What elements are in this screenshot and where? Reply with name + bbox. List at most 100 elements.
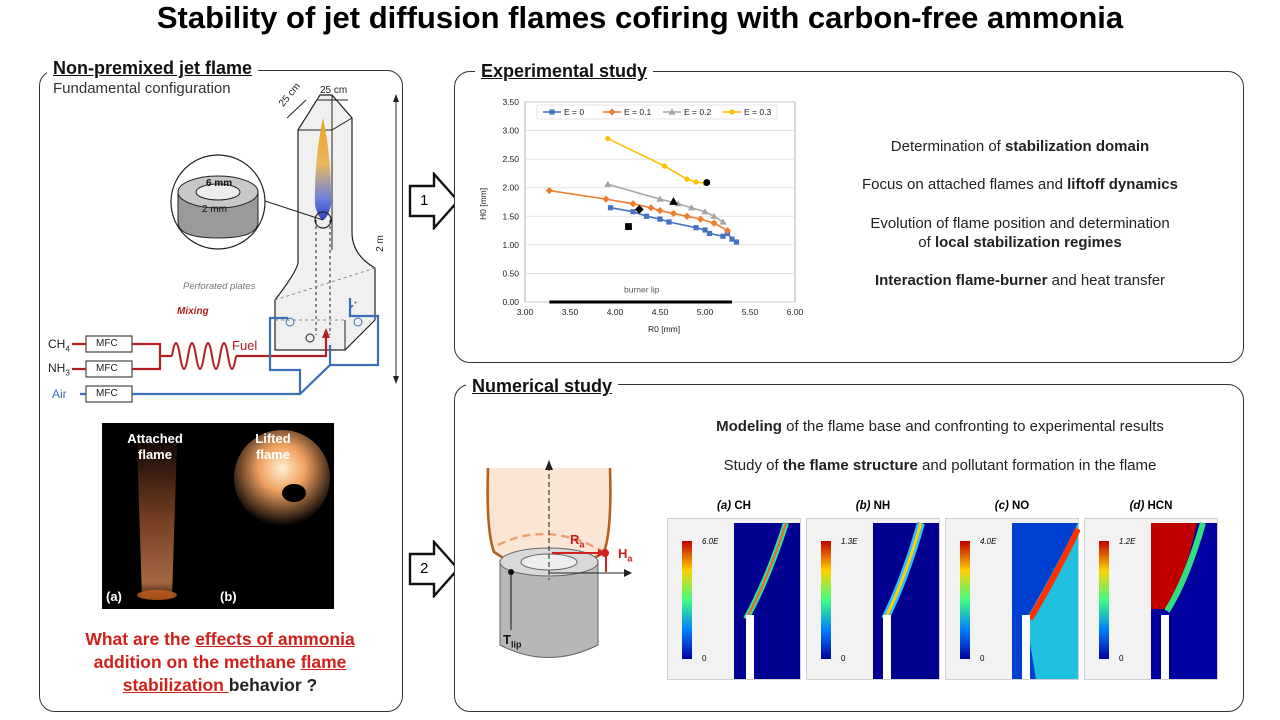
left-panel-title: Non-premixed jet flame bbox=[47, 58, 259, 79]
dim-25cm-top: 25 cm bbox=[320, 85, 348, 96]
page-title: Stability of jet diffusion flames cofiri… bbox=[156, 0, 1124, 35]
contour-hcn-box: 1.2E 0 bbox=[1084, 518, 1218, 680]
contour-ch-title: (a) CH bbox=[717, 500, 751, 512]
chart-point bbox=[629, 200, 637, 208]
chart-point bbox=[656, 195, 664, 202]
exp-bullet-2: Focus on attached flames and liftoff dyn… bbox=[820, 175, 1220, 194]
chart-point bbox=[719, 218, 727, 225]
num-bullet-2: Study of the flame structure and polluta… bbox=[660, 456, 1220, 475]
contour-ch-box: 6.0E 0 bbox=[667, 518, 801, 680]
contour-ch: (a) CH 6.0E 0 bbox=[667, 500, 801, 680]
chart-highlight-point bbox=[634, 205, 644, 214]
chart-point bbox=[605, 135, 611, 142]
chart-plot-area bbox=[524, 101, 796, 303]
contour-no: (c) NO 4.0E 0 bbox=[945, 500, 1080, 680]
contour-no-title: (c) NO bbox=[994, 500, 1030, 512]
step-2-arrow bbox=[408, 540, 460, 598]
exp-b1-pre: Determination of bbox=[890, 138, 1006, 155]
chart-highlight-point bbox=[625, 223, 632, 230]
chart-xtick-label: 3.50 bbox=[562, 307, 579, 317]
exp-b1-bold: stabilization domain bbox=[1005, 138, 1150, 155]
step-1-arrow bbox=[408, 172, 460, 230]
chart-point bbox=[710, 219, 718, 227]
ha-text: H bbox=[618, 546, 628, 561]
q-part6: behavior ? bbox=[228, 675, 318, 695]
chart-xaxis-label: R0 [mm] bbox=[648, 324, 680, 334]
chart-ytick-label: 2.50 bbox=[502, 154, 519, 164]
num-b1-post: of the flame base and confronting to exp… bbox=[781, 418, 1164, 435]
contour-nh: (b) NH 1.3E 0 bbox=[806, 500, 940, 680]
chart-point bbox=[684, 176, 690, 182]
flame-photo-art bbox=[137, 430, 330, 600]
chart-point bbox=[710, 212, 718, 219]
chart-point bbox=[706, 230, 713, 237]
chart-yaxis-label: H0 [mm] bbox=[478, 188, 488, 220]
exp-b4-pre: of bbox=[918, 234, 935, 251]
num-b1-bold: Modeling bbox=[716, 418, 782, 435]
nh3-text: NH bbox=[48, 361, 66, 375]
flame-photo: Attached flame Lifted flame (a) (b) bbox=[102, 423, 334, 609]
ha-label: Ha bbox=[618, 546, 632, 564]
chart-ytick-label: 3.00 bbox=[502, 126, 519, 136]
contour-no-max: 4.0E bbox=[980, 537, 997, 546]
nh3-sub: 3 bbox=[65, 368, 70, 378]
ra-sub: a bbox=[579, 539, 585, 550]
chart-point bbox=[602, 195, 610, 203]
ra-label: Ra bbox=[570, 532, 584, 550]
q-part4: flame bbox=[300, 652, 347, 672]
air-label: Air bbox=[52, 387, 67, 401]
chart-legend-label: E = 0.1 bbox=[624, 107, 651, 117]
chart-xtick-label: 4.50 bbox=[652, 307, 669, 317]
perforated-plates-label: Perforated plates bbox=[183, 281, 256, 292]
chart-xtick-label: 3.00 bbox=[517, 307, 534, 317]
exp-bullet-4: of local stabilization regimes bbox=[820, 233, 1220, 252]
exp-b5-post: and heat transfer bbox=[1047, 272, 1166, 289]
left-panel-subtitle: Fundamental configuration bbox=[53, 80, 231, 97]
exp-bullet-5: Interaction flame-burner and heat transf… bbox=[820, 271, 1220, 290]
ch4-sub: 4 bbox=[65, 344, 70, 354]
wall-thickness-label: 2 mm bbox=[202, 204, 227, 215]
chart-ytick-label: 2.00 bbox=[502, 183, 519, 193]
chart-legend-marker bbox=[668, 108, 676, 115]
chart-point bbox=[693, 179, 699, 185]
num-b2-pre: Study of bbox=[723, 457, 783, 474]
chart-legend-label: E = 0.2 bbox=[684, 107, 711, 117]
photo-lifted-label: Lifted flame bbox=[255, 431, 291, 462]
chart-point bbox=[630, 209, 636, 215]
chart-ytick-label: 0.50 bbox=[502, 268, 519, 278]
contour-no-min: 0 bbox=[980, 654, 985, 663]
stabilization-chart: 0.00 0.50 1.00 1.50 2.00 2.50 3.00 3.50 3.00 3.50… bbox=[478, 97, 804, 334]
tlip-label: Tlip bbox=[503, 632, 521, 650]
chart-ytick-label: 1.50 bbox=[502, 211, 519, 221]
inner-diameter-label: 6 mm bbox=[206, 178, 233, 189]
contour-hcn-min: 0 bbox=[1119, 654, 1124, 663]
chart-point bbox=[729, 236, 735, 242]
research-question: What are the effects of ammonia addition… bbox=[40, 628, 400, 697]
step-1-number: 1 bbox=[420, 192, 429, 209]
contour-ch-min: 0 bbox=[702, 654, 707, 663]
chart-highlight-point bbox=[703, 179, 711, 186]
chart-legend-marker bbox=[549, 109, 555, 115]
contour-nh-box: 1.3E 0 bbox=[806, 518, 940, 680]
exp-bullet-3: Evolution of flame position and determin… bbox=[820, 214, 1220, 233]
chart-legend-label: E = 0.3 bbox=[744, 107, 771, 117]
chart-ytick-label: 3.50 bbox=[502, 97, 519, 107]
chart-legend-marker bbox=[729, 109, 735, 115]
chart-point bbox=[696, 215, 705, 223]
contour-nh-min: 0 bbox=[841, 654, 846, 663]
chart-point bbox=[693, 225, 699, 231]
tlip-sub: lip bbox=[510, 639, 522, 650]
exp-b5-bold: Interaction flame-burner bbox=[874, 272, 1048, 289]
chart-point bbox=[720, 233, 726, 239]
contour-hcn-title: (d) HCN bbox=[1129, 500, 1173, 512]
contour-hcn: (d) HCN 1.2E 0 bbox=[1084, 500, 1218, 680]
contour-ch-max: 6.0E bbox=[702, 537, 719, 546]
numerical-panel-title: Numerical study bbox=[466, 376, 619, 397]
chart-ytick-label: 1.00 bbox=[502, 240, 519, 250]
chart-point bbox=[669, 209, 678, 218]
contour-nh-title: (b) NH bbox=[855, 500, 891, 512]
chart-ytick-label: 0.00 bbox=[502, 297, 519, 307]
chart-highlight-point bbox=[669, 197, 678, 205]
chart-point bbox=[607, 205, 614, 211]
num-bullet-1: Modeling of the flame base and confronti… bbox=[660, 417, 1220, 436]
